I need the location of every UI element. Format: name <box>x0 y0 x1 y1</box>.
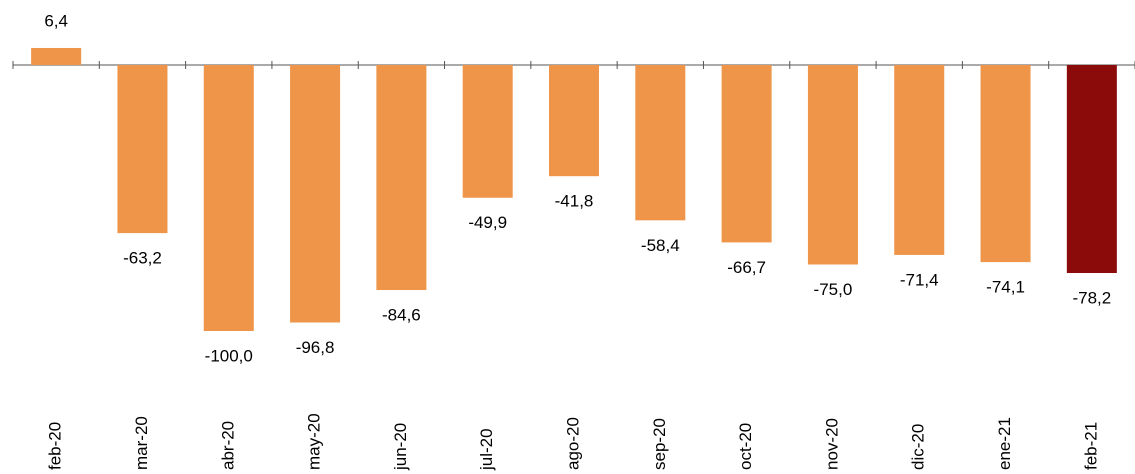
value-label: 6,4 <box>44 11 68 30</box>
x-tick-label: dic-20 <box>909 424 928 470</box>
x-tick-label: sep-20 <box>650 418 669 470</box>
bar <box>980 65 1031 263</box>
bar <box>376 65 427 291</box>
x-tick-label: ene-21 <box>995 417 1014 470</box>
x-tick-label: mar-20 <box>132 416 151 470</box>
value-label: -84,6 <box>382 306 421 325</box>
x-tick-label: abr-20 <box>218 421 237 470</box>
x-tick-label: may-20 <box>305 413 324 470</box>
x-tick-label: feb-20 <box>46 422 65 470</box>
value-label: -78,2 <box>1072 288 1111 307</box>
x-tick-label: ago-20 <box>563 417 582 470</box>
value-label: -63,2 <box>123 249 162 268</box>
value-label: -41,8 <box>555 192 594 211</box>
bar <box>31 47 82 65</box>
bar <box>203 65 254 331</box>
value-label: -74,1 <box>986 278 1025 297</box>
value-label: -96,8 <box>296 338 335 357</box>
value-label: -100,0 <box>205 346 253 365</box>
value-label: -58,4 <box>641 236 680 255</box>
value-label: -66,7 <box>727 258 766 277</box>
x-tick-label: jul-20 <box>477 428 496 471</box>
x-tick-label: feb-21 <box>1081 422 1100 470</box>
bar <box>721 65 772 243</box>
bar <box>894 65 945 255</box>
bar <box>549 65 599 177</box>
bar <box>462 65 513 198</box>
bar <box>117 65 168 234</box>
bar <box>290 65 341 323</box>
value-label: -75,0 <box>814 280 853 299</box>
x-tick-label: jun-20 <box>391 423 410 471</box>
x-tick-label: nov-20 <box>822 418 841 470</box>
x-tick-label: oct-20 <box>736 423 755 470</box>
value-label: -49,9 <box>468 213 507 232</box>
value-label: -71,4 <box>900 270 939 289</box>
bar <box>807 65 858 265</box>
bar <box>1066 65 1117 274</box>
bar <box>635 65 686 221</box>
